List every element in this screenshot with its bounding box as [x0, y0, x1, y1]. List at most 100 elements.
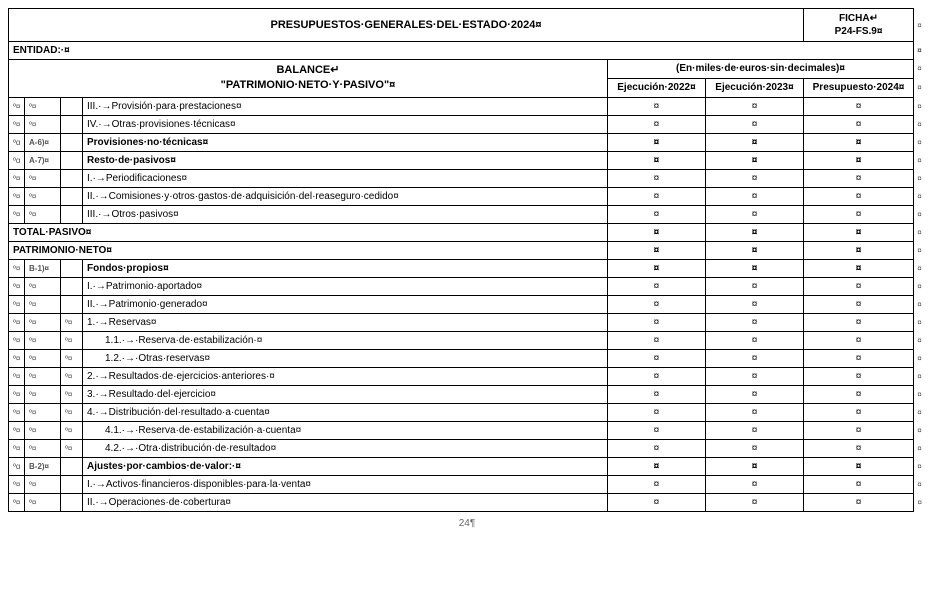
prefix-cell: ºɑ	[9, 457, 25, 475]
data-cell: ¤	[705, 349, 803, 367]
prefix-cell	[61, 493, 83, 511]
data-cell: ¤	[607, 367, 705, 385]
table-row: ºɑA-6)¤Provisiones·no·técnicas¤¤¤¤¤	[9, 133, 926, 151]
data-cell: ¤	[607, 187, 705, 205]
data-cell: ¤	[705, 223, 803, 241]
col-ejecucion-2022: Ejecución·2022¤	[607, 78, 705, 97]
data-cell: ¤	[705, 385, 803, 403]
trail-marker: ¤	[914, 9, 926, 42]
col-presupuesto-2024: Presupuesto·2024¤	[804, 78, 914, 97]
prefix-cell: º¤	[9, 259, 25, 277]
data-cell: ¤	[607, 151, 705, 169]
prefix-cell: º¤	[25, 385, 61, 403]
data-cell: ¤	[804, 313, 914, 331]
table-row: ºɑB-2)¤Ajustes·por·cambios·de·valor:·¤¤¤…	[9, 457, 926, 475]
data-cell: ¤	[804, 295, 914, 313]
page-number: 24¶	[8, 512, 926, 529]
ficha-line2: P24-FS.9¤	[835, 26, 883, 37]
data-cell: ¤	[705, 403, 803, 421]
prefix-cell: º¤	[9, 313, 25, 331]
table-row: ºɑA-7)¤Resto·de·pasivos¤¤¤¤¤	[9, 151, 926, 169]
table-row: º¤º¤IV.·→Otras·provisiones·técnicas¤¤¤¤¤	[9, 115, 926, 133]
data-cell: ¤	[705, 457, 803, 475]
data-cell: ¤	[804, 331, 914, 349]
header-row: PRESUPUESTOS·GENERALES·DEL·ESTADO·2024¤ …	[9, 9, 926, 42]
ficha-box: FICHA↵ P24-FS.9¤	[804, 9, 914, 42]
row-label: 1.1.·→·Reserva·de·estabilización·¤	[83, 331, 608, 349]
data-cell: ¤	[804, 493, 914, 511]
prefix-cell	[61, 205, 83, 223]
prefix-cell: º¤	[61, 349, 83, 367]
trail-marker: ¤	[914, 349, 926, 367]
data-cell: ¤	[705, 205, 803, 223]
prefix-cell: º¤	[9, 331, 25, 349]
trail-marker: ¤	[914, 205, 926, 223]
trail-marker: ¤	[914, 60, 926, 79]
data-cell: ¤	[607, 241, 705, 259]
data-cell: ¤	[804, 457, 914, 475]
data-cell: ¤	[705, 313, 803, 331]
table-row: º¤º¤º¤4.·→Distribución·del·resultado·a·c…	[9, 403, 926, 421]
data-cell: ¤	[804, 259, 914, 277]
data-cell: ¤	[607, 313, 705, 331]
row-label: 3.·→Resultado·del·ejercicio¤	[83, 385, 608, 403]
table-row: º¤º¤º¤1.1.·→·Reserva·de·estabilización·¤…	[9, 331, 926, 349]
prefix-cell: º¤	[25, 331, 61, 349]
row-label: IV.·→Otras·provisiones·técnicas¤	[83, 115, 608, 133]
prefix-cell	[61, 187, 83, 205]
prefix-cell: º¤	[9, 421, 25, 439]
table-row: º¤º¤I.·→Activos·financieros·disponibles·…	[9, 475, 926, 493]
prefix-cell: º¤	[25, 205, 61, 223]
col-ejecucion-2023: Ejecución·2023¤	[705, 78, 803, 97]
row-label: 4.·→Distribución·del·resultado·a·cuenta¤	[83, 403, 608, 421]
prefix-cell: ºɑ	[9, 151, 25, 169]
trail-marker: ¤	[914, 331, 926, 349]
table-row: º¤º¤I.·→Patrimonio·aportado¤¤¤¤¤	[9, 277, 926, 295]
data-cell: ¤	[607, 223, 705, 241]
trail-marker: ¤	[914, 493, 926, 511]
data-cell: ¤	[705, 421, 803, 439]
balance-header-row: BALANCE↵ "PATRIMONIO·NETO·Y·PASIVO"¤ (En…	[9, 60, 926, 79]
table-row: º¤º¤º¤1.·→Reservas¤¤¤¤¤	[9, 313, 926, 331]
prefix-cell: A-6)¤	[25, 133, 61, 151]
prefix-cell: º¤	[25, 115, 61, 133]
data-cell: ¤	[804, 349, 914, 367]
trail-marker: ¤	[914, 457, 926, 475]
data-cell: ¤	[705, 241, 803, 259]
prefix-cell: º¤	[9, 295, 25, 313]
prefix-cell: º¤	[9, 475, 25, 493]
row-label: III.·→Otros·pasivos¤	[83, 205, 608, 223]
balance-line2: "PATRIMONIO·NETO·Y·PASIVO"¤	[221, 79, 396, 91]
prefix-cell: º¤	[25, 187, 61, 205]
data-cell: ¤	[607, 133, 705, 151]
data-cell: ¤	[705, 115, 803, 133]
table-row: º¤º¤III.·→Otros·pasivos¤¤¤¤¤	[9, 205, 926, 223]
table-row: º¤º¤II.·→Comisiones·y·otros·gastos·de·ad…	[9, 187, 926, 205]
prefix-cell: º¤	[25, 439, 61, 457]
prefix-cell	[61, 97, 83, 115]
data-cell: ¤	[804, 205, 914, 223]
prefix-cell: º¤	[61, 313, 83, 331]
data-cell: ¤	[804, 475, 914, 493]
trail-marker: ¤	[914, 439, 926, 457]
table-row: TOTAL·PASIVO¤¤¤¤¤	[9, 223, 926, 241]
prefix-cell: º¤	[25, 475, 61, 493]
trail-marker: ¤	[914, 295, 926, 313]
trail-marker: ¤	[914, 385, 926, 403]
row-label: II.·→Operaciones·de·cobertura¤	[83, 493, 608, 511]
data-cell: ¤	[705, 169, 803, 187]
prefix-cell: º¤	[61, 421, 83, 439]
table-row: º¤º¤I.·→Periodificaciones¤¤¤¤¤	[9, 169, 926, 187]
entidad-label: ENTIDAD:·¤	[9, 42, 914, 60]
prefix-cell: º¤	[25, 169, 61, 187]
table-row: º¤º¤º¤2.·→Resultados·de·ejercicios·anter…	[9, 367, 926, 385]
data-cell: ¤	[705, 259, 803, 277]
data-cell: ¤	[607, 169, 705, 187]
data-cell: ¤	[607, 277, 705, 295]
row-label: 4.2.·→·Otra·distribución·de·resultado¤	[83, 439, 608, 457]
table-row: º¤º¤º¤3.·→Resultado·del·ejercicio¤¤¤¤¤	[9, 385, 926, 403]
prefix-cell: º¤	[9, 403, 25, 421]
data-cell: ¤	[607, 349, 705, 367]
trail-marker: ¤	[914, 367, 926, 385]
trail-marker: ¤	[914, 313, 926, 331]
